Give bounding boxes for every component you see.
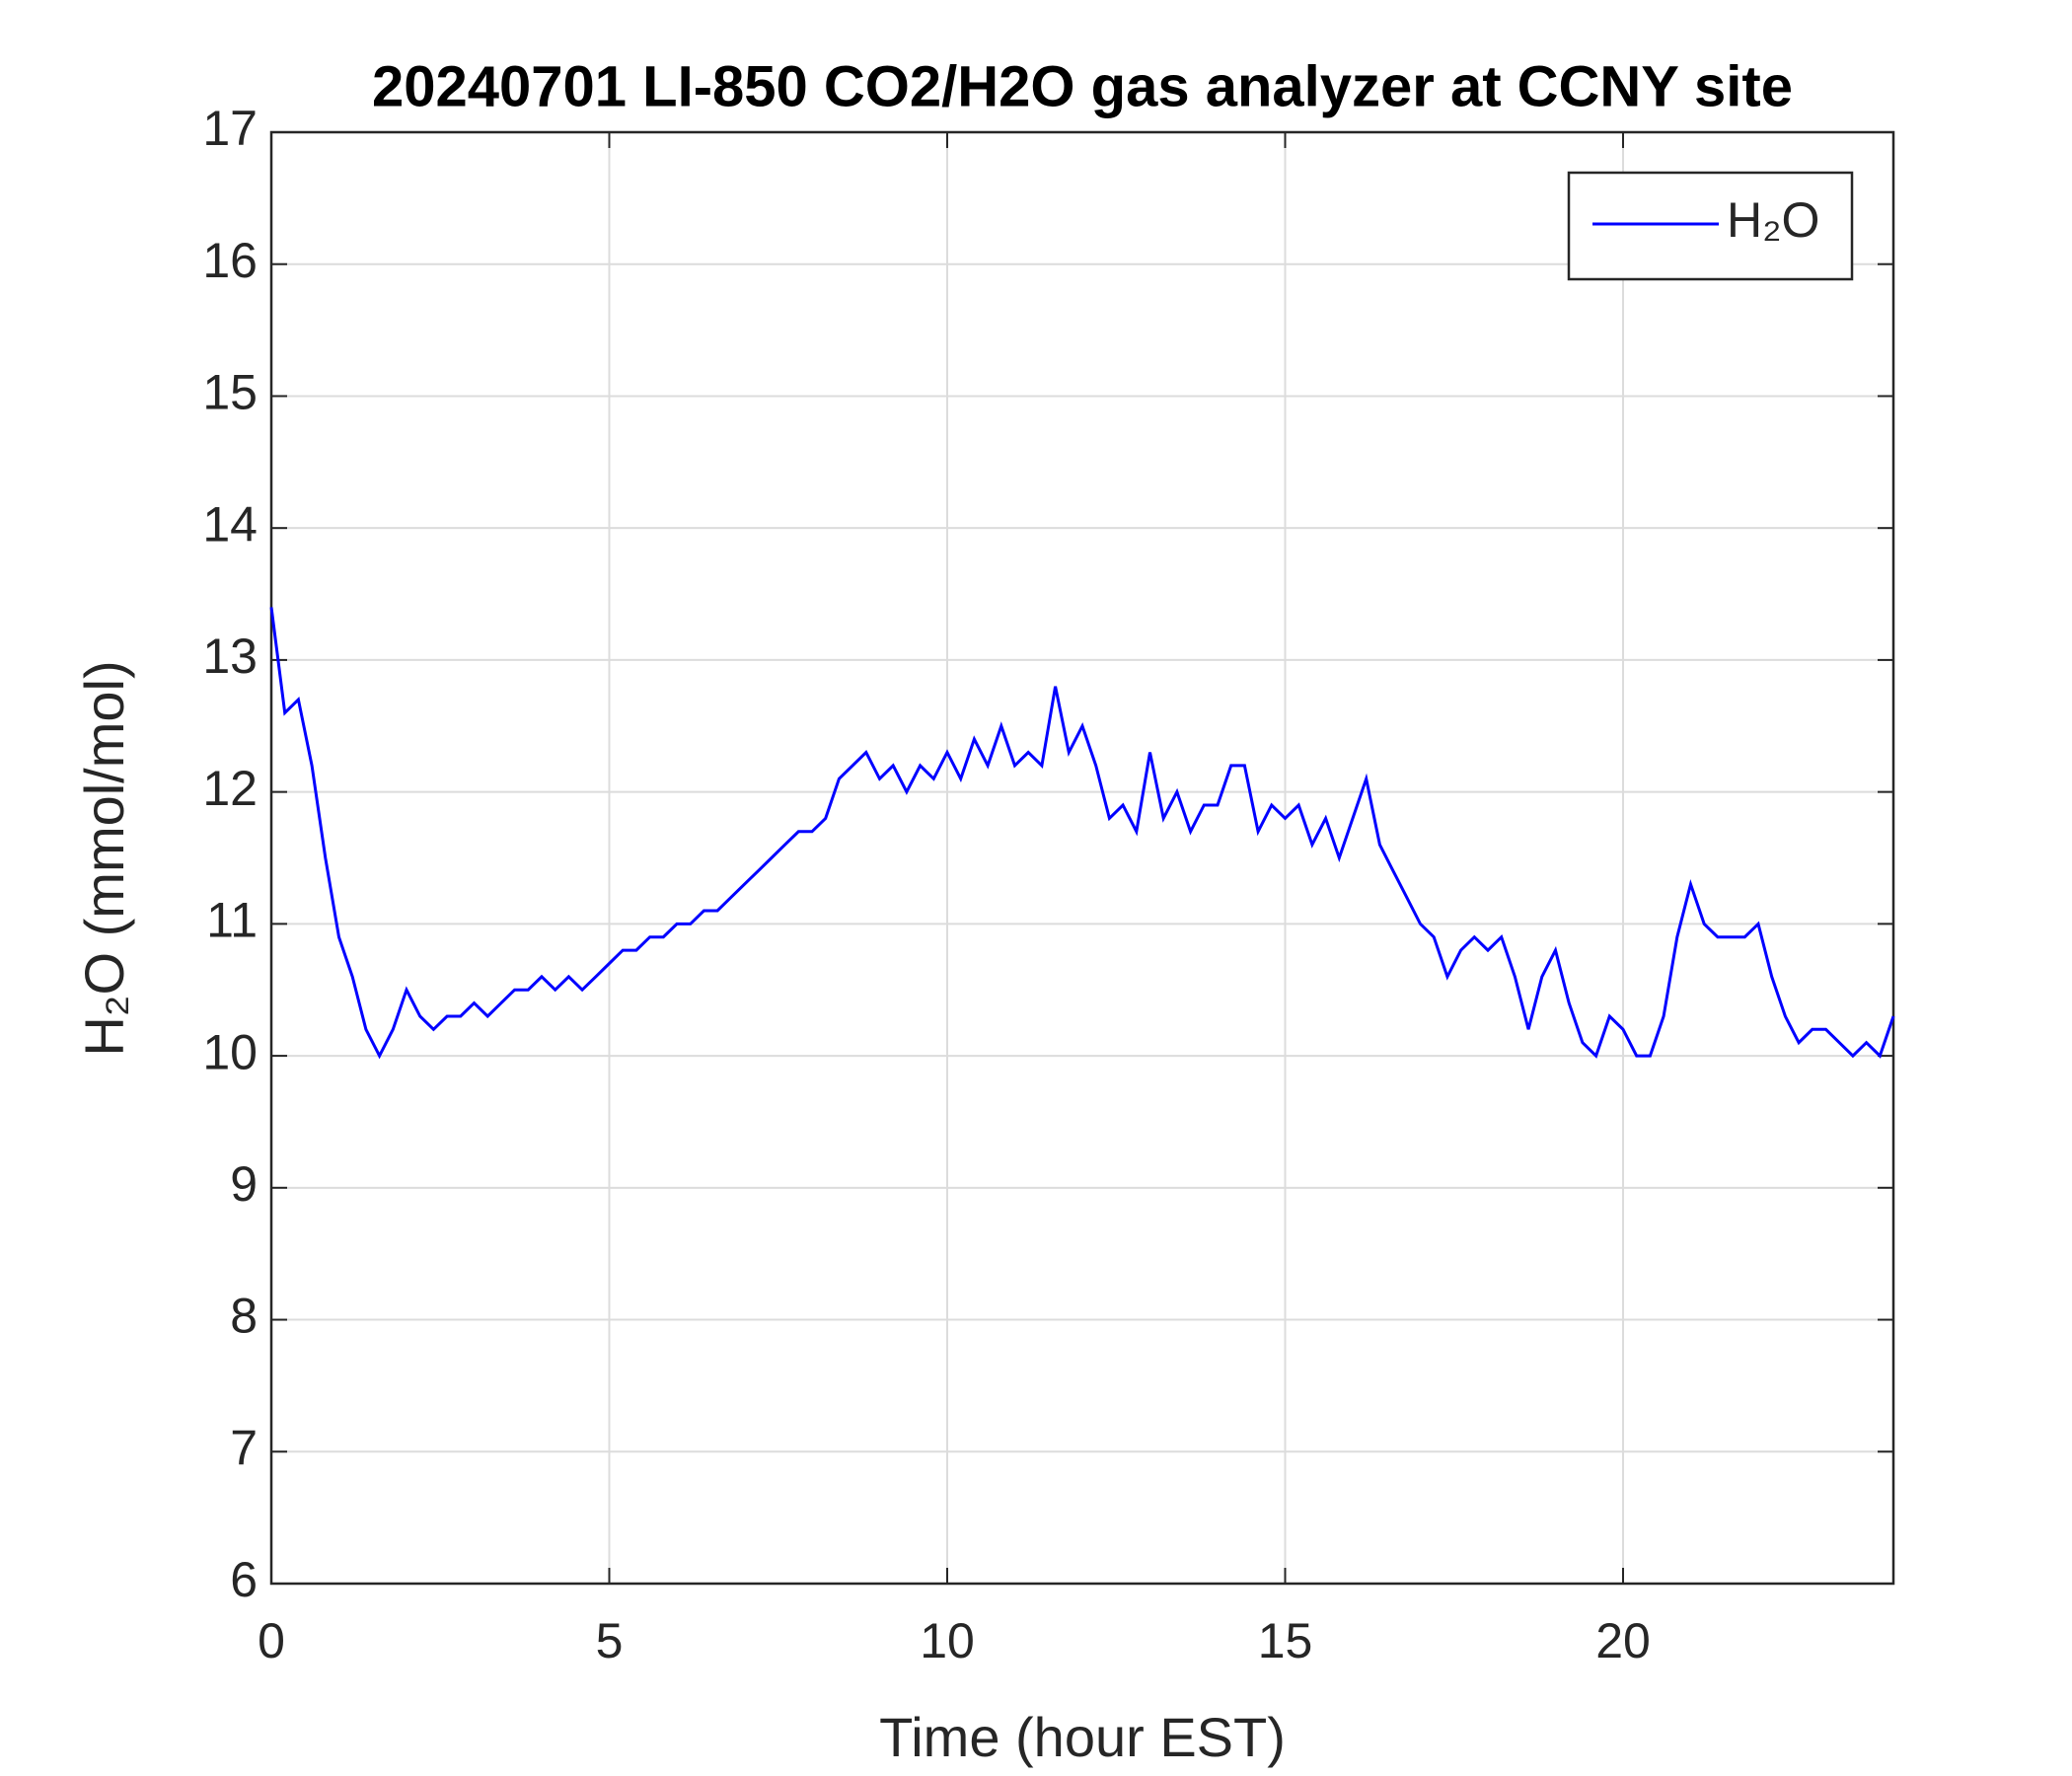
- chart-title: 20240701 LI-850 CO2/H2O gas analyzer at …: [372, 54, 1793, 118]
- y-tick-label: 12: [202, 761, 258, 816]
- y-tick-label: 6: [230, 1552, 258, 1607]
- x-tick-label: 0: [258, 1613, 285, 1668]
- y-tick-label: 17: [202, 101, 258, 156]
- y-tick-label: 11: [206, 893, 258, 948]
- data-line: [269, 607, 1895, 1060]
- y-tick-label: 16: [202, 233, 258, 288]
- legend-label: H₂O: [1727, 192, 1819, 248]
- plot-frame: [269, 130, 1895, 1586]
- y-axis-label: H₂O (mmol/mol): [73, 660, 135, 1056]
- x-tick-label: 20: [1595, 1613, 1651, 1668]
- y-tick-label: 10: [202, 1024, 258, 1079]
- y-tick-label: 9: [230, 1156, 258, 1212]
- x-tick-label: 10: [920, 1613, 975, 1668]
- x-tick-label: 15: [1258, 1613, 1313, 1668]
- y-tick-label: 7: [230, 1420, 258, 1475]
- y-tick-label: 14: [202, 496, 258, 552]
- y-tick-label: 8: [230, 1289, 258, 1344]
- y-tick-label: 13: [202, 629, 258, 684]
- y-tick-label: 15: [202, 365, 258, 420]
- x-tick-label: 5: [596, 1613, 624, 1668]
- legend-box: [1567, 171, 1854, 281]
- x-axis-label: Time (hour EST): [879, 1706, 1286, 1768]
